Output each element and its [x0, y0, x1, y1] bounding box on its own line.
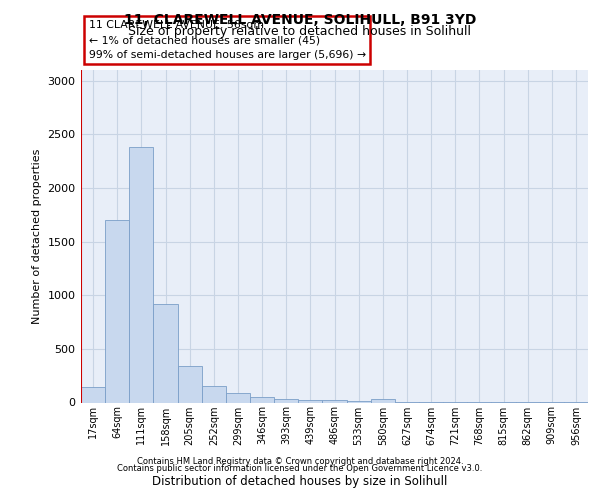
- Bar: [105, 220, 129, 402]
- Bar: [226, 393, 250, 402]
- Text: Distribution of detached houses by size in Solihull: Distribution of detached houses by size …: [152, 474, 448, 488]
- Text: Contains public sector information licensed under the Open Government Licence v3: Contains public sector information licen…: [118, 464, 482, 473]
- Text: 11, CLAREWELL AVENUE, SOLIHULL, B91 3YD: 11, CLAREWELL AVENUE, SOLIHULL, B91 3YD: [124, 12, 476, 26]
- Y-axis label: Number of detached properties: Number of detached properties: [32, 148, 42, 324]
- Bar: [322, 400, 347, 402]
- Text: Size of property relative to detached houses in Solihull: Size of property relative to detached ho…: [128, 25, 472, 38]
- Bar: [347, 401, 371, 402]
- Bar: [129, 147, 154, 403]
- Bar: [154, 304, 178, 402]
- Bar: [371, 400, 395, 402]
- Bar: [178, 366, 202, 403]
- Bar: [250, 396, 274, 402]
- Bar: [298, 400, 322, 402]
- Text: 11 CLAREWELL AVENUE: 56sqm
← 1% of detached houses are smaller (45)
99% of semi-: 11 CLAREWELL AVENUE: 56sqm ← 1% of detac…: [89, 20, 366, 60]
- Bar: [81, 388, 105, 402]
- Text: Contains HM Land Registry data © Crown copyright and database right 2024.: Contains HM Land Registry data © Crown c…: [137, 457, 463, 466]
- Bar: [202, 386, 226, 402]
- Bar: [274, 398, 298, 402]
